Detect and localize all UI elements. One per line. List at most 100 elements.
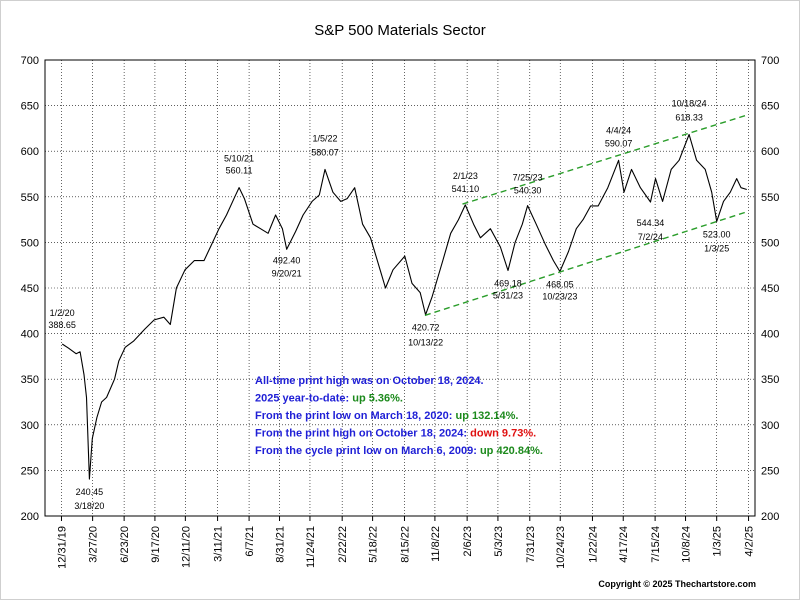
- stats-line-value: up 132.14%.: [455, 410, 518, 422]
- annotation-date: 10/23/23: [542, 292, 577, 302]
- annotation: 10/23/23 468.05: [542, 280, 577, 302]
- x-tick-label: 12/31/19: [56, 526, 68, 569]
- annotation-date: 1/3/25: [704, 243, 729, 253]
- annotation-date: 1/5/22: [312, 133, 337, 143]
- stats-line-label: From the print low on March 18, 2020:: [255, 410, 455, 422]
- y-tick-label-right: 350: [761, 374, 779, 386]
- y-tick-label-right: 250: [761, 465, 779, 477]
- stats-line-value: down 9.73%.: [470, 428, 536, 440]
- y-tick-label-right: 550: [761, 192, 779, 204]
- x-tick-label: 2/22/22: [337, 526, 349, 563]
- grid: [45, 59, 755, 517]
- stats-line-label: All-time print high was on October 18, 2…: [255, 375, 484, 387]
- annotation: 2/1/23 541.10: [452, 171, 480, 194]
- x-axis: 12/31/19 3/27/20 6/23/20 9/17/20 12/11/20 3/1…: [56, 516, 756, 569]
- x-tick-label: 11/24/21: [305, 526, 317, 568]
- annotation-date: 5/10/21: [224, 154, 254, 164]
- annotation: 7/2/24 544.34: [637, 218, 665, 242]
- y-axis-left: 200 250 300 350 400 450 500 550 600 650 700: [21, 55, 39, 523]
- annotation: 4/4/24 590.07: [605, 125, 633, 148]
- x-tick-label: 1/22/24: [587, 526, 599, 563]
- x-tick-label: 10/8/24: [681, 526, 693, 563]
- x-tick-label: 8/15/22: [399, 526, 411, 563]
- annotation-date: 9/20/21: [272, 268, 302, 278]
- annotation: 7/25/23 540.30: [513, 173, 543, 196]
- annotation-layer: 1/2/20 388.65 3/18/20 240.45 5/10/21 560.11 9/…: [48, 98, 730, 511]
- stats-box: All-time print high was on October 18, 2…: [255, 375, 543, 457]
- stats-line-value: up 5.36%.: [352, 393, 403, 405]
- x-tick-label: 3/11/21: [213, 526, 225, 562]
- annotation-value: 590.07: [605, 138, 633, 148]
- annotation: 10/18/24 618.33: [672, 98, 707, 122]
- x-tick-label: 7/31/23: [525, 526, 537, 563]
- y-axis-right: 200 250 300 350 400 450 500 550 600 650 700: [761, 55, 779, 523]
- y-tick-label-right: 450: [761, 283, 779, 295]
- annotation-date: 5/31/23: [493, 291, 523, 301]
- y-tick-label-left: 350: [21, 374, 39, 386]
- stats-line-label: From the print high on October 18, 2024:: [255, 428, 470, 440]
- y-tick-label-left: 400: [21, 329, 39, 341]
- x-tick-label: 4/17/24: [618, 526, 630, 563]
- x-tick-label: 6/7/21: [244, 526, 256, 557]
- y-tick-label-left: 300: [21, 420, 39, 432]
- annotation-value: 618.33: [675, 112, 703, 122]
- annotation-date: 2/1/23: [453, 171, 478, 181]
- trend-channel-line-1: [424, 210, 749, 317]
- y-tick-label-left: 500: [21, 237, 39, 249]
- annotation: 1/2/20 388.65: [48, 308, 76, 330]
- x-tick-label: 1/3/25: [712, 526, 724, 557]
- y-tick-label-right: 700: [761, 55, 779, 67]
- annotation-value: 492.40: [273, 255, 301, 265]
- y-tick-label-left: 250: [21, 465, 39, 477]
- x-tick-label: 9/17/20: [150, 526, 162, 563]
- y-tick-label-right: 500: [761, 237, 779, 249]
- annotation-value: 580.07: [311, 147, 339, 157]
- x-tick-label: 3/27/20: [88, 526, 100, 563]
- annotation: 9/20/21 492.40: [272, 255, 302, 278]
- x-tick-label: 2/6/23: [462, 526, 474, 557]
- x-tick-label: 5/18/22: [368, 526, 380, 563]
- annotation-date: 3/18/20: [74, 501, 104, 511]
- annotation-value: 420.72: [412, 323, 440, 333]
- stats-line-label: From the cycle print low on March 6, 200…: [255, 445, 480, 457]
- x-tick-label: 11/8/22: [430, 526, 442, 562]
- y-tick-label-right: 650: [761, 101, 779, 113]
- annotation: 3/18/20 240.45: [74, 487, 104, 511]
- x-tick-label: 5/3/23: [493, 526, 505, 557]
- annotation-date: 1/2/20: [50, 308, 75, 318]
- annotation-value: 560.11: [226, 166, 253, 176]
- annotation-date: 7/25/23: [513, 173, 543, 183]
- annotation: 5/31/23 469.18: [493, 279, 523, 301]
- annotation-date: 7/2/24: [638, 232, 663, 242]
- y-tick-label-left: 650: [21, 101, 39, 113]
- annotation-value: 468.05: [546, 280, 574, 290]
- y-tick-label-left: 200: [21, 511, 39, 523]
- chart-title: S&P 500 Materials Sector: [314, 22, 485, 39]
- series-layer: [61, 114, 749, 480]
- x-tick-label: 6/23/20: [119, 526, 131, 563]
- annotation-value: 544.34: [637, 218, 665, 228]
- x-tick-label: 4/2/25: [744, 526, 756, 557]
- annotation: 1/5/22 580.07: [311, 133, 339, 157]
- annotation-date: 4/4/24: [606, 125, 631, 135]
- x-tick-label: 8/31/21: [275, 526, 287, 563]
- y-tick-label-left: 600: [21, 146, 39, 158]
- y-tick-label-right: 400: [761, 329, 779, 341]
- copyright-text: Copyright © 2025 Thechartstore.com: [598, 579, 756, 589]
- stats-line-label: 2025 year-to-date:: [255, 393, 352, 405]
- y-tick-label-left: 550: [21, 192, 39, 204]
- y-tick-label-right: 200: [761, 511, 779, 523]
- annotation: 1/3/25 523.00: [703, 229, 731, 253]
- plot-frame: [44, 59, 756, 517]
- x-tick-label: 10/24/23: [555, 526, 567, 569]
- x-tick-label: 12/11/20: [180, 526, 192, 568]
- annotation-value: 240.45: [76, 487, 104, 497]
- y-tick-label-left: 700: [21, 55, 39, 67]
- annotation-date: 10/18/24: [672, 98, 707, 108]
- annotation: 10/13/22 420.72: [408, 323, 443, 348]
- annotation-date: 10/13/22: [408, 338, 443, 348]
- y-tick-label-left: 450: [21, 283, 39, 295]
- annotation-value: 540.30: [514, 186, 542, 196]
